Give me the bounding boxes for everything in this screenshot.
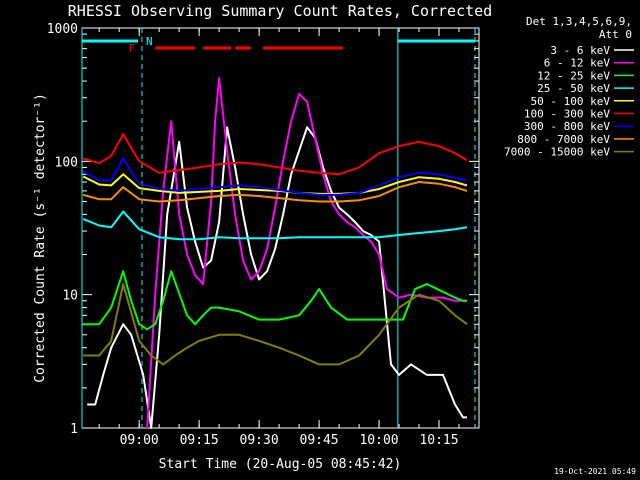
legend-label: 12 - 25 keV xyxy=(537,69,610,82)
legend-label: 800 - 7000 keV xyxy=(517,133,610,146)
y-tick-label: 1 xyxy=(70,422,78,437)
series-line-0 xyxy=(87,126,467,429)
x-tick-label: 09:15 xyxy=(180,433,219,448)
x-tick-label: 10:15 xyxy=(419,433,458,448)
x-axis-label: Start Time (20-Aug-05 08:45:42) xyxy=(159,457,402,472)
legend-label: 100 - 300 keV xyxy=(524,108,610,121)
y-axis-label: Corrected Count Rate (s⁻¹ detector⁻¹) xyxy=(33,93,48,383)
legend-label: 6 - 12 keV xyxy=(544,57,611,70)
legend-header-line-1: Det 1,3,4,5,6,9, xyxy=(526,15,632,28)
legend-label: 300 - 800 keV xyxy=(524,120,610,133)
x-tick-label: 09:00 xyxy=(120,433,159,448)
series-layer xyxy=(82,77,468,429)
legend-label: 25 - 50 keV xyxy=(537,82,610,95)
legend-label: 3 - 6 keV xyxy=(550,44,610,57)
legend-header-line-2: Att 0 xyxy=(599,28,632,41)
chart-title: RHESSI Observing Summary Count Rates, Co… xyxy=(68,2,492,20)
night-flag-label: N xyxy=(146,35,153,48)
series-line-7 xyxy=(82,181,468,203)
footer-timestamp: 19-Oct-2021 05:49 xyxy=(554,467,636,476)
series-line-6 xyxy=(82,157,468,196)
series-line-4 xyxy=(82,173,468,195)
axis-ticks: 09:00 09:15 09:30 09:45 10:00 10:15 1 10 100 1000 xyxy=(47,22,480,448)
x-tick-label: 10:00 xyxy=(359,433,398,448)
x-tick-label: 09:45 xyxy=(300,433,339,448)
legend-label: 7000 - 15000 keV xyxy=(504,146,610,159)
observing-annotations: FN xyxy=(81,28,476,428)
series-line-3 xyxy=(82,210,468,241)
y-tick-label: 1000 xyxy=(47,22,78,37)
y-tick-label: 10 xyxy=(62,289,78,304)
legend-label: 50 - 100 keV xyxy=(531,95,611,108)
series-line-8 xyxy=(83,283,468,366)
x-tick-label: 09:30 xyxy=(240,433,279,448)
y-tick-label: 100 xyxy=(55,155,78,170)
series-line-1 xyxy=(146,77,467,429)
series-line-5 xyxy=(82,133,468,176)
flare-flag-label: F xyxy=(129,42,136,55)
